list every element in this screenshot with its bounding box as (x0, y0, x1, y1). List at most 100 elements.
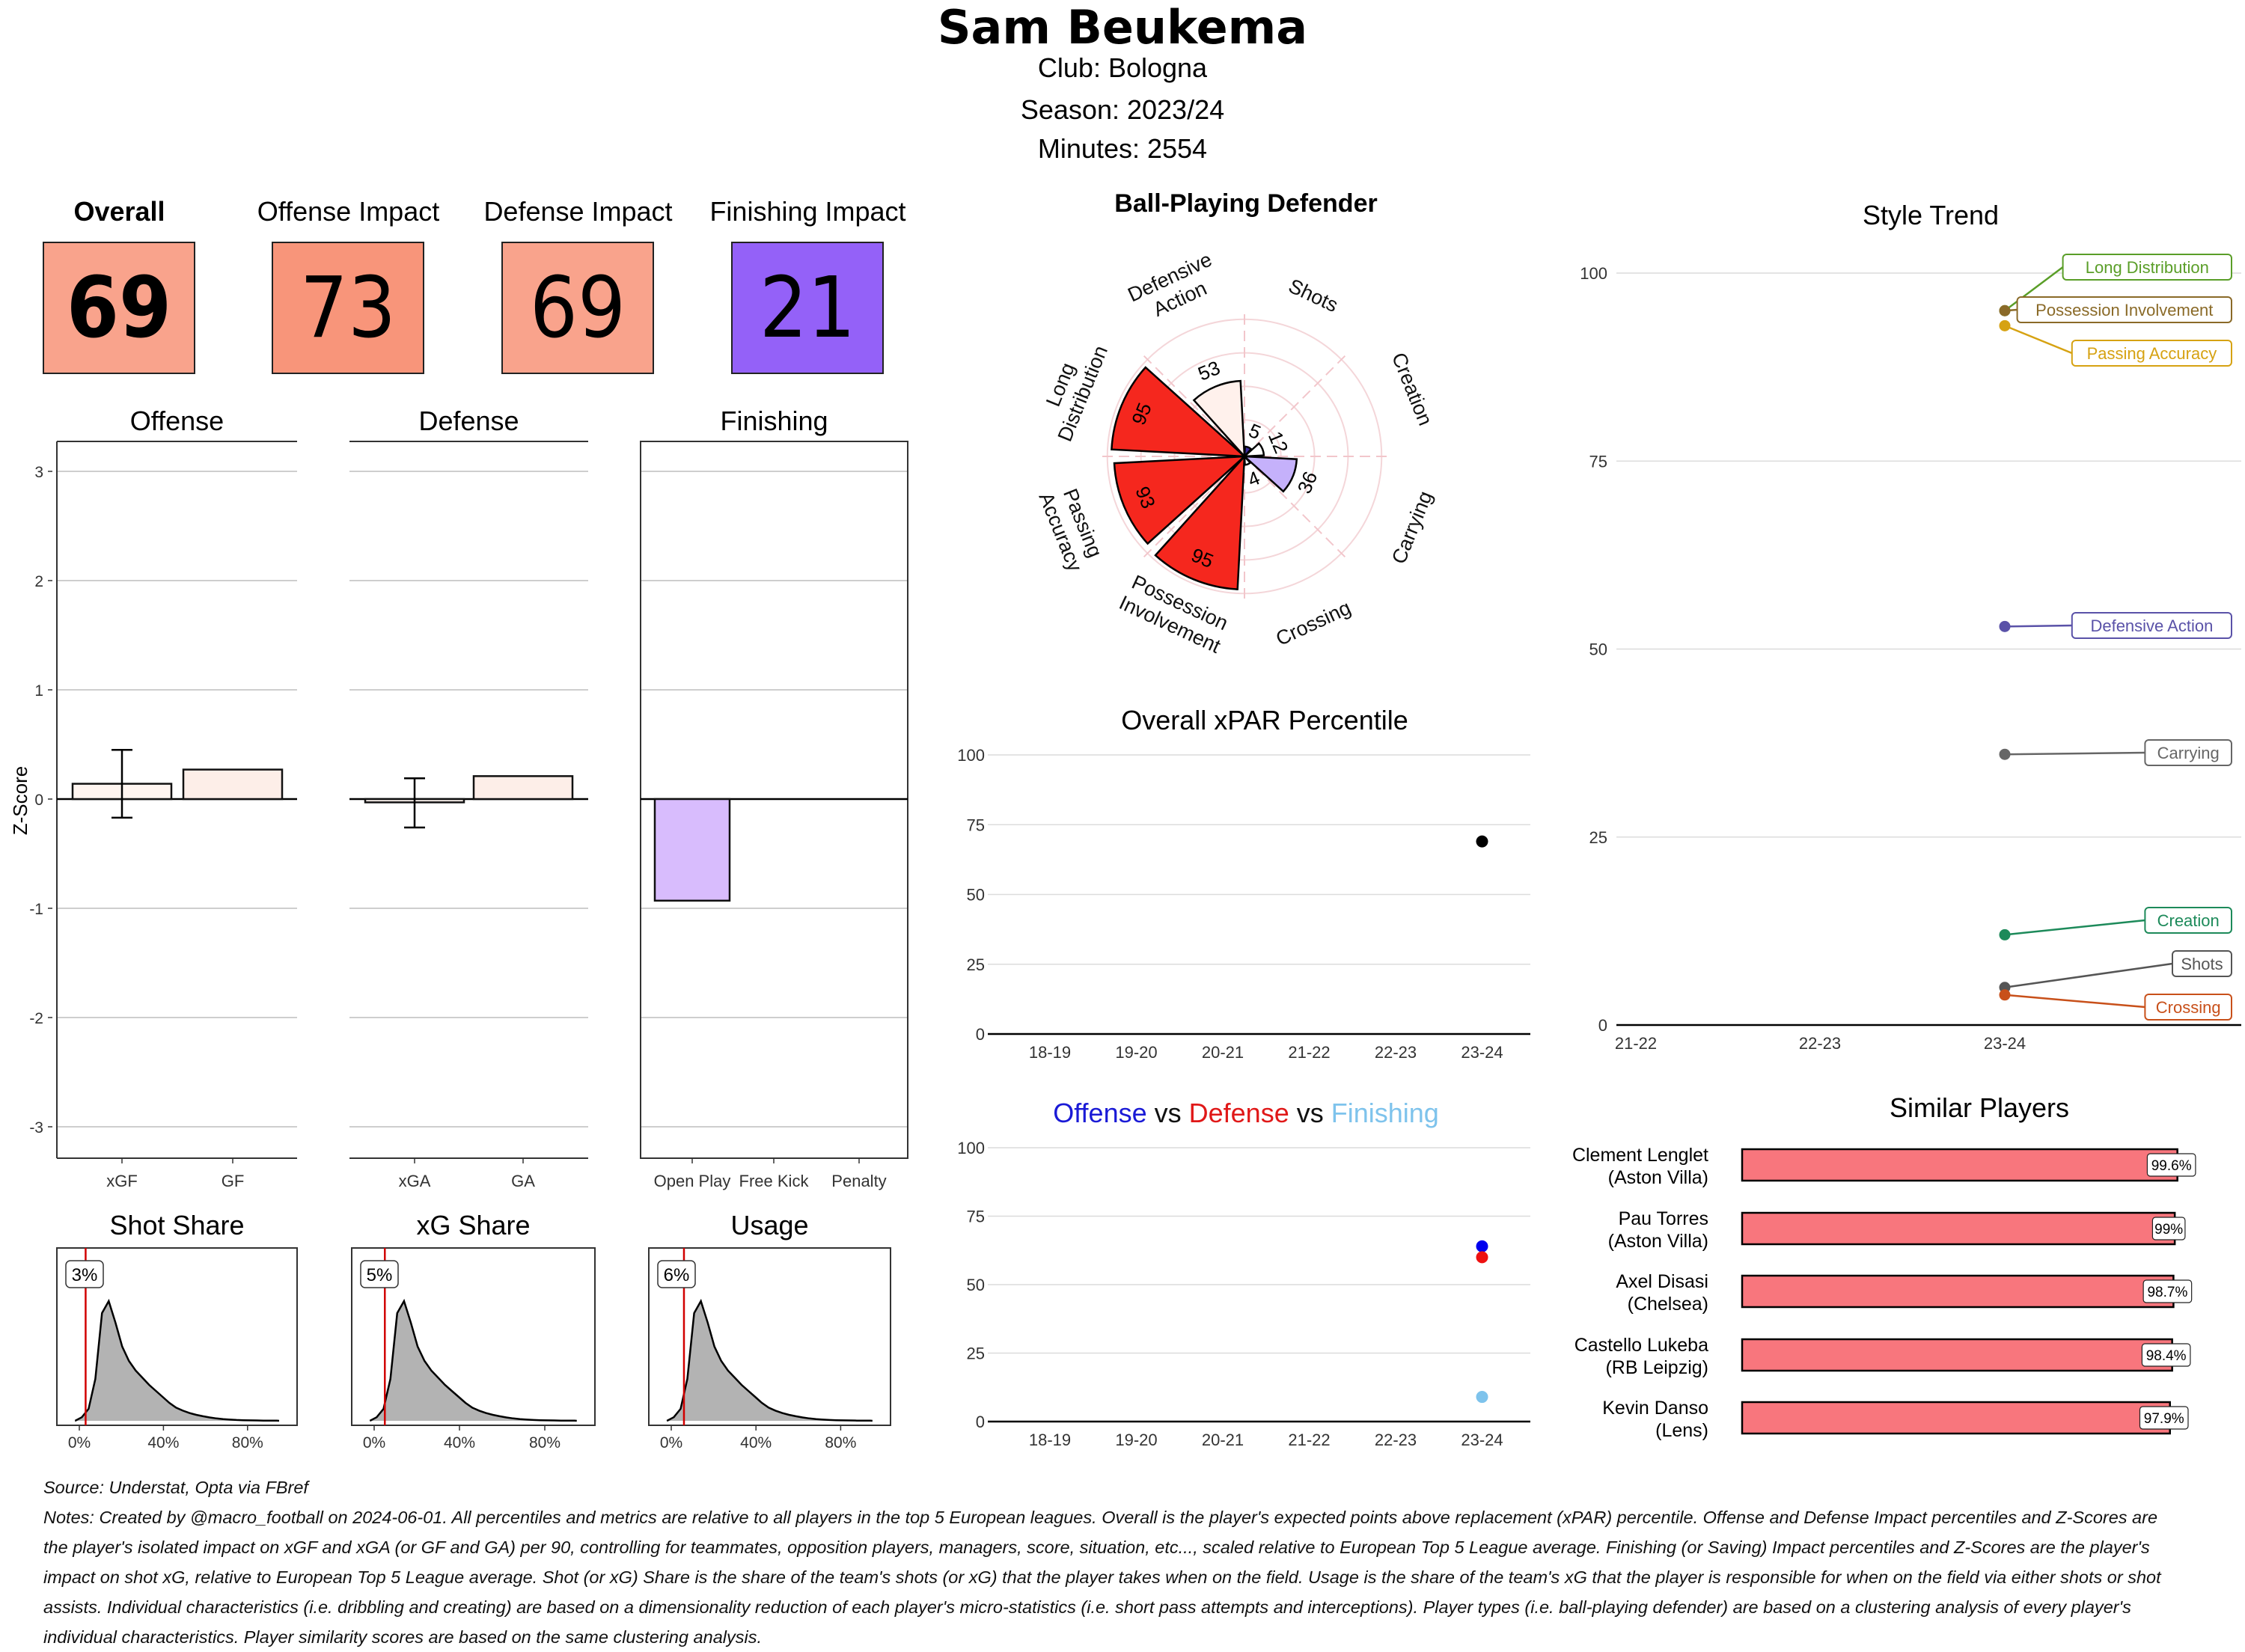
style-label: Possession Involvement (2035, 301, 2213, 319)
radar-category-text: Crossing (1272, 596, 1354, 650)
style-label: Long Distribution (2086, 258, 2209, 277)
similarity-bar (1741, 1148, 2178, 1182)
style-label-box (2071, 612, 2233, 639)
impact-card-value: 69 (501, 242, 654, 374)
style-leader-line (2004, 325, 2073, 355)
x-tick-label: 0% (68, 1434, 91, 1451)
x-tick-label: 19-20 (1115, 1431, 1157, 1449)
similarity-label: 98.7% (2147, 1285, 2187, 1300)
style-leader-line (2004, 919, 2145, 936)
z-bar (472, 775, 574, 801)
x-tick-label: GF (222, 1172, 245, 1190)
value-label-box (360, 1260, 399, 1288)
x-tick-label: 23-24 (1984, 1034, 2026, 1053)
similarity-bar (1741, 1211, 2176, 1246)
title-part: Defense (1182, 1098, 1289, 1128)
similarity-bar (1741, 1274, 2175, 1309)
density-area (667, 1301, 873, 1421)
style-label-box (2144, 994, 2232, 1021)
impact-card-value: 21 (731, 242, 884, 374)
title-part: vs (1147, 1098, 1182, 1128)
y-tick-label: -1 (29, 901, 43, 918)
x-tick-label: 22-23 (1375, 1043, 1417, 1062)
y-tick-label: 75 (1589, 452, 1607, 471)
y-tick-label: 75 (967, 816, 985, 834)
x-tick-label: Free Kick (739, 1172, 810, 1190)
y-tick-label: 0 (1598, 1016, 1607, 1035)
radar-category-text: Creation (1387, 349, 1437, 429)
club-line: Club: Bologna (1037, 52, 1208, 83)
y-tick-label: -2 (29, 1010, 43, 1027)
similarity-label-box (2139, 1406, 2189, 1430)
y-tick-label: 25 (1589, 828, 1607, 847)
panel-border (351, 1247, 596, 1426)
value-label: 3% (72, 1265, 98, 1285)
y-tick-label: 100 (1580, 264, 1607, 283)
similarity-label: 98.4% (2146, 1348, 2187, 1364)
radar-spoke (1244, 456, 1346, 558)
style-point (1999, 305, 2011, 316)
x-tick-label: 40% (444, 1434, 475, 1451)
title-part: Finishing (1324, 1098, 1439, 1128)
similar-player-club: (Chelsea) (1628, 1294, 1708, 1315)
x-tick-label: Open Play (654, 1172, 731, 1190)
radar-value-label: 36 (1293, 468, 1322, 497)
similar-player-name: Pau Torres (1619, 1208, 1708, 1229)
x-tick-label: 80% (529, 1434, 561, 1451)
style-point (1999, 989, 2011, 1001)
similar-player-name: Kevin Danso (1602, 1398, 1708, 1419)
style-label: Shots (2181, 955, 2223, 973)
style-label-box (2062, 254, 2233, 281)
y-axis-title: Z-Score (9, 766, 31, 835)
similarity-label-box (2151, 1217, 2186, 1240)
impact-card-label: Defense Impact (483, 196, 673, 227)
x-tick-label: 23-24 (1461, 1043, 1503, 1062)
y-tick-label: 50 (967, 1276, 985, 1294)
style-label-box (2071, 340, 2233, 367)
style-point (1999, 620, 2011, 632)
similarity-label: 99.6% (2151, 1158, 2192, 1174)
similarity-label-box (2142, 1279, 2193, 1303)
radar-category-text: Shots (1285, 275, 1341, 316)
data-point (1476, 1251, 1488, 1264)
style-leader-line (2004, 266, 2064, 312)
radar-wedge (1241, 455, 1298, 493)
y-tick-label: 0 (976, 1413, 985, 1431)
style-label: Defensive Action (2090, 617, 2213, 635)
y-tick-label: 100 (957, 1139, 985, 1157)
style-label-box (2172, 950, 2232, 977)
style-label: Creation (2157, 911, 2220, 930)
x-tick-label: 19-20 (1115, 1043, 1157, 1062)
density-area (75, 1301, 279, 1421)
style-label-box (2144, 739, 2232, 766)
x-tick-label: 21-22 (1288, 1043, 1330, 1062)
radar-spoke (1244, 355, 1346, 457)
impact-card-value: 69 (43, 242, 195, 374)
impact-card-label: Offense Impact (257, 196, 440, 227)
panel-border (56, 1247, 298, 1426)
y-tick-label: -3 (29, 1119, 43, 1136)
chart-title: Overall xPAR Percentile (1121, 705, 1408, 735)
y-tick-label: 50 (967, 886, 985, 905)
data-point (1476, 1240, 1488, 1252)
radar-wedge (1111, 366, 1247, 458)
notes-line-5: individual characteristics. Player simil… (43, 1627, 762, 1647)
similar-player-name: Axel Disasi (1616, 1271, 1708, 1292)
radar-wedge (1192, 379, 1246, 459)
y-tick-label: 2 (34, 573, 43, 590)
chart-title: Style Trend (1863, 200, 1999, 230)
panel-title: Offense (130, 406, 224, 436)
panel-border (648, 1247, 891, 1426)
chart-title: Similar Players (1890, 1092, 2069, 1123)
x-tick-label: 20-21 (1202, 1431, 1244, 1449)
radar-wedge (1154, 453, 1246, 590)
x-tick-label: 18-19 (1029, 1043, 1071, 1062)
style-leader-line (2004, 751, 2145, 756)
source-line: Source: Understat, Opta via FBref (43, 1478, 308, 1497)
title-part: Offense (1053, 1098, 1146, 1128)
radar-spoke (1143, 456, 1245, 558)
panel-title: Usage (730, 1210, 808, 1240)
x-tick-label: xGA (399, 1172, 431, 1190)
